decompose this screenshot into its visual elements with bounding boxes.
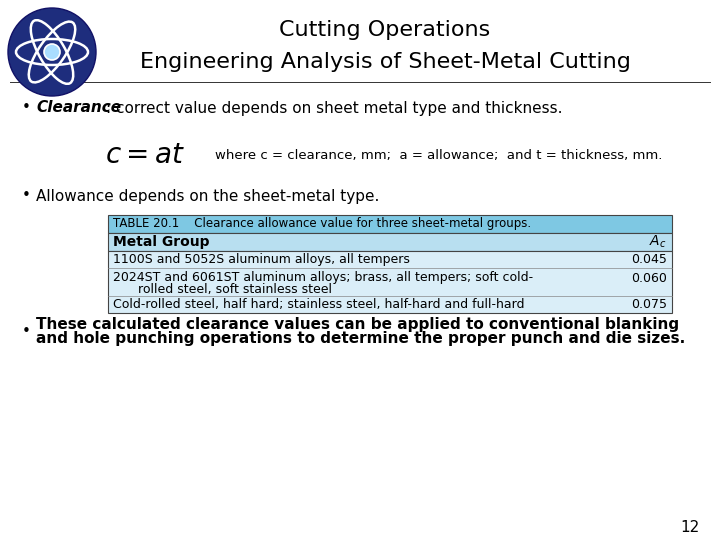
Text: rolled steel, soft stainless steel: rolled steel, soft stainless steel bbox=[122, 284, 332, 296]
Text: and hole punching operations to determine the proper punch and die sizes.: and hole punching operations to determin… bbox=[36, 330, 685, 346]
Circle shape bbox=[44, 44, 60, 60]
Text: $A_c$: $A_c$ bbox=[649, 234, 666, 250]
Text: 1100S and 5052S aluminum alloys, all tempers: 1100S and 5052S aluminum alloys, all tem… bbox=[113, 253, 410, 266]
Text: •: • bbox=[22, 323, 31, 339]
Text: 12: 12 bbox=[680, 521, 700, 536]
Text: Allowance depends on the sheet-metal type.: Allowance depends on the sheet-metal typ… bbox=[36, 188, 379, 204]
Text: •: • bbox=[22, 100, 31, 116]
Text: Engineering Analysis of Sheet-Metal Cutting: Engineering Analysis of Sheet-Metal Cutt… bbox=[140, 52, 631, 72]
Text: : correct value depends on sheet metal type and thickness.: : correct value depends on sheet metal t… bbox=[106, 100, 562, 116]
Text: Metal Group: Metal Group bbox=[113, 235, 210, 249]
Text: 0.045: 0.045 bbox=[631, 253, 667, 266]
Text: $c = at$: $c = at$ bbox=[105, 141, 185, 169]
Ellipse shape bbox=[8, 8, 96, 96]
Text: where c = clearance, mm;  a = allowance;  and t = thickness, mm.: where c = clearance, mm; a = allowance; … bbox=[215, 148, 662, 161]
Text: 2024ST and 6061ST aluminum alloys; brass, all tempers; soft cold-: 2024ST and 6061ST aluminum alloys; brass… bbox=[113, 272, 533, 285]
Text: Cutting Operations: Cutting Operations bbox=[279, 20, 490, 40]
FancyBboxPatch shape bbox=[108, 215, 672, 233]
FancyBboxPatch shape bbox=[108, 251, 672, 313]
Text: 0.075: 0.075 bbox=[631, 298, 667, 311]
Text: These calculated clearance values can be applied to conventional blanking: These calculated clearance values can be… bbox=[36, 316, 679, 332]
Text: •: • bbox=[22, 188, 31, 204]
FancyBboxPatch shape bbox=[108, 233, 672, 251]
Text: TABLE 20.1    Clearance allowance value for three sheet-metal groups.: TABLE 20.1 Clearance allowance value for… bbox=[113, 218, 531, 231]
Text: Cold-rolled steel, half hard; stainless steel, half-hard and full-hard: Cold-rolled steel, half hard; stainless … bbox=[113, 298, 524, 311]
Text: Clearance: Clearance bbox=[36, 100, 121, 116]
Text: 0.060: 0.060 bbox=[631, 272, 667, 285]
